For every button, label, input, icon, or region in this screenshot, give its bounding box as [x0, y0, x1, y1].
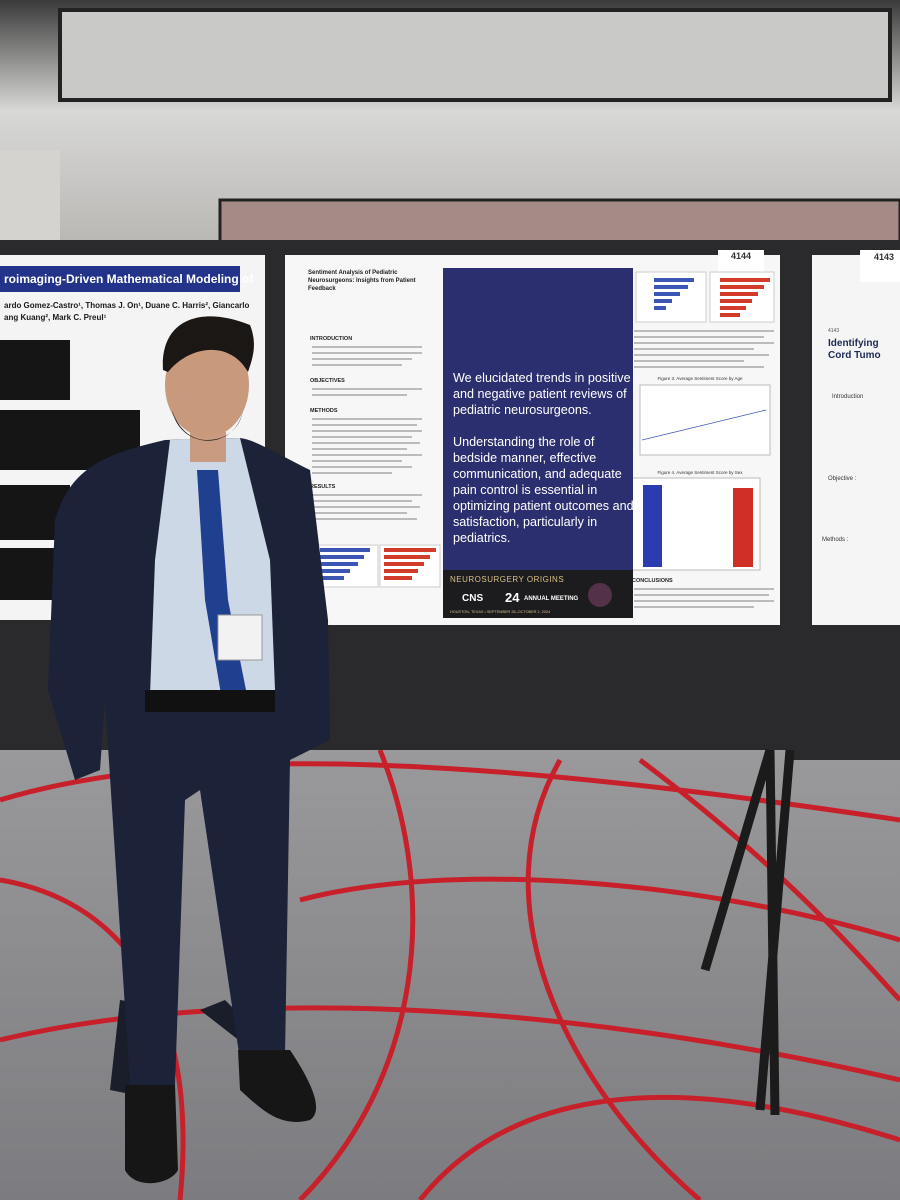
- left-poster-authors: ardo Gomez-Castro¹, Thomas J. On¹, Duane…: [4, 301, 249, 310]
- scatter-figure: [639, 384, 771, 456]
- wall: [0, 150, 60, 245]
- highlight-text: We elucidated trends in positive and neg…: [453, 371, 634, 545]
- poster-id: 4143: [828, 328, 839, 334]
- board-number-tag: [860, 250, 900, 282]
- poster-title: Feedback: [308, 286, 336, 292]
- left-poster-title: roimaging-Driven Mathematical Modeling o…: [4, 272, 254, 286]
- poster-title: Sentiment Analysis of Pediatric: [308, 270, 398, 276]
- bar-shape: [643, 485, 662, 567]
- hair: [162, 316, 254, 372]
- board-number: 4144: [731, 251, 751, 261]
- figure-bars: [720, 278, 770, 317]
- highlight-line: pediatrics.: [453, 531, 510, 545]
- poster-title: Cord Tumo: [828, 350, 881, 361]
- right-poster: [812, 255, 900, 625]
- figure-bars: [384, 548, 436, 580]
- footer-year: 24: [505, 590, 520, 605]
- section-heading: Objective :: [828, 476, 857, 482]
- section-heading: RESULTS: [310, 484, 336, 490]
- shoe: [125, 1085, 178, 1184]
- poster-title: Identifying: [828, 338, 879, 349]
- section-heading: METHODS: [310, 408, 338, 414]
- footer-meeting: ANNUAL MEETING: [524, 596, 579, 602]
- section-heading: CONCLUSIONS: [632, 578, 673, 584]
- mri-image: [0, 340, 70, 400]
- footer-brand: NEUROSURGERY ORIGINS: [450, 575, 564, 584]
- badge: [217, 614, 263, 661]
- trend-line: [641, 409, 767, 441]
- figure-title: Figure 3. Average Sentiment Score by Age: [658, 376, 743, 381]
- highlight-panel: [443, 268, 633, 618]
- body-text-lines: [312, 330, 774, 608]
- footer-org: CNS: [462, 593, 483, 604]
- highlight-line: We elucidated trends in positive: [453, 371, 631, 385]
- mri-image: [0, 548, 55, 600]
- highlight-line: Understanding the role of: [453, 435, 595, 449]
- section-heading: Introduction: [832, 394, 863, 400]
- board-number: 4143: [874, 252, 894, 262]
- shoe: [238, 1050, 317, 1122]
- figure-bars: [654, 278, 694, 310]
- highlight-line: pediatric neurosurgeons.: [453, 403, 592, 417]
- person: [48, 316, 330, 1184]
- bar-shape: [733, 488, 753, 567]
- highlight-line: satisfaction, particularly in: [453, 515, 597, 529]
- footer-location: HOUSTON, TEXAS • SEPTEMBER 28–OCTOBER 2,…: [450, 610, 550, 614]
- figure-bars: [320, 548, 370, 580]
- neck: [190, 432, 226, 462]
- highlight-line: communication, and adequate: [453, 467, 622, 481]
- poster-title: Neurosurgeons: Insights from Patient: [308, 278, 416, 284]
- back-ceiling: [218, 198, 900, 244]
- highlight-line: bedside manner, effective: [453, 451, 596, 465]
- figure-title: Figure 4. Average Sentiment Score by Sex: [658, 470, 744, 475]
- left-poster-header: [0, 266, 240, 292]
- ceiling-panels: [58, 8, 892, 102]
- carpet-pattern: [0, 749, 900, 1200]
- legs: [110, 1000, 260, 1095]
- board-legs: [700, 748, 795, 1116]
- left-poster-authors: ang Kuang², Mark C. Preul¹: [4, 313, 107, 322]
- section-heading: Methods :: [822, 537, 849, 543]
- belt: [145, 690, 275, 712]
- footer-graphic: [588, 583, 612, 607]
- face: [165, 333, 249, 437]
- section-heading: OBJECTIVES: [310, 378, 345, 384]
- highlight-line: pain control is essential in: [453, 483, 597, 497]
- section-heading: INTRODUCTION: [310, 336, 352, 342]
- highlight-line: and negative patient reviews of: [453, 387, 627, 401]
- highlight-line: optimizing patient outcomes and: [453, 499, 634, 513]
